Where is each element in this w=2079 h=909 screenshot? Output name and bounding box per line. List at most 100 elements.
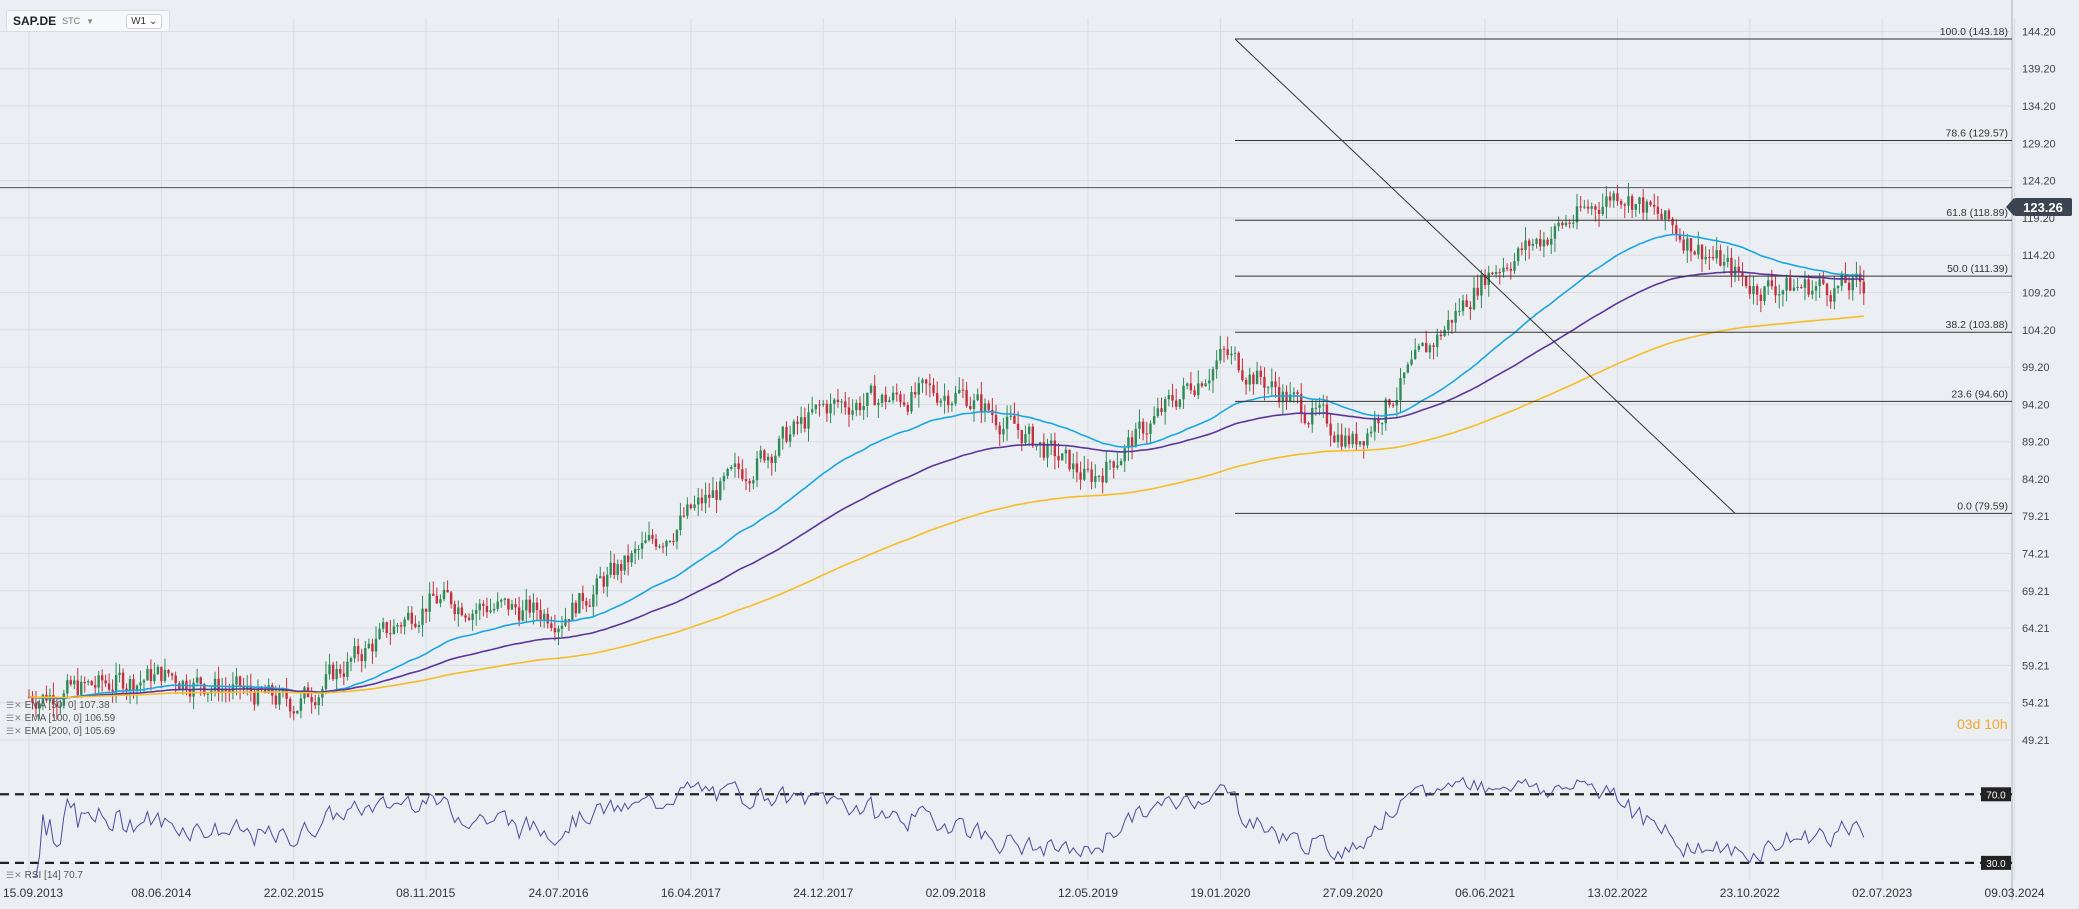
candle-body bbox=[574, 602, 578, 614]
time-tick-label: 27.09.2020 bbox=[1323, 886, 1383, 900]
candle-body bbox=[1303, 413, 1307, 424]
candle-body bbox=[514, 604, 517, 608]
settings-icon[interactable]: ☰✕ bbox=[6, 713, 22, 723]
candle-body bbox=[1119, 461, 1123, 466]
candle-body bbox=[539, 609, 542, 620]
candle-body bbox=[1531, 243, 1535, 246]
candle-body bbox=[231, 684, 235, 693]
candle-body bbox=[31, 697, 34, 703]
candle-body bbox=[521, 610, 524, 621]
candle-body bbox=[983, 403, 987, 412]
candle-body bbox=[733, 463, 737, 467]
candle-body bbox=[107, 683, 111, 690]
candle-body bbox=[478, 603, 481, 611]
time-tick-label: 06.06.2021 bbox=[1455, 886, 1515, 900]
candle-body bbox=[803, 417, 807, 429]
candle-body bbox=[1344, 435, 1347, 447]
candle-body bbox=[1013, 415, 1016, 424]
candle-body bbox=[253, 691, 256, 705]
candle-body bbox=[464, 615, 467, 618]
candle-body bbox=[256, 688, 260, 705]
ema200-legend[interactable]: ☰✕ EMA [200, 0] 105.69 bbox=[6, 725, 115, 738]
candle-body bbox=[449, 592, 453, 605]
candle-body bbox=[1311, 408, 1314, 425]
candle-body bbox=[585, 600, 588, 606]
candle-body bbox=[1175, 400, 1178, 407]
candle-body bbox=[489, 610, 492, 613]
candle-body bbox=[744, 479, 748, 482]
symbol-label[interactable]: SAP.DE bbox=[13, 14, 57, 28]
rsi-level-box bbox=[1981, 787, 2011, 802]
candle-body bbox=[1472, 287, 1476, 310]
candle-body bbox=[424, 608, 428, 612]
candle-body bbox=[1439, 334, 1443, 337]
candle-body bbox=[167, 669, 170, 674]
time-tick-label: 02.07.2023 bbox=[1852, 886, 1912, 900]
candle-body bbox=[818, 404, 821, 406]
fibonacci-retracement[interactable]: 100.0 (143.18) 78.6 (129.57) 61.8 (118.89)… bbox=[1234, 26, 2012, 514]
ema50-legend[interactable]: ☰✕ EMA [50, 0] 107.38 bbox=[6, 699, 115, 712]
candle-body bbox=[715, 490, 718, 500]
candle-body bbox=[693, 504, 696, 509]
symbol-toolbar[interactable]: SAP.DE STC ▼ W1 ⌄ bbox=[6, 10, 170, 32]
candle-body bbox=[1546, 239, 1549, 245]
candle-body bbox=[1645, 201, 1649, 213]
time-tick-label: 24.12.2017 bbox=[793, 886, 853, 900]
candle-body bbox=[1733, 266, 1737, 276]
plot-background bbox=[0, 0, 2012, 745]
candle-body bbox=[737, 463, 740, 470]
candle-body bbox=[1163, 399, 1167, 412]
candle-body bbox=[1770, 280, 1774, 287]
candle-body bbox=[1138, 421, 1141, 429]
candle-body bbox=[1336, 434, 1340, 443]
settings-icon[interactable]: ☰✕ bbox=[6, 726, 22, 736]
candle-body bbox=[1711, 257, 1715, 259]
candle-body bbox=[1447, 319, 1450, 330]
candle-body bbox=[1244, 380, 1248, 385]
candle-body bbox=[726, 468, 729, 477]
candle-body bbox=[637, 548, 640, 550]
candle-body bbox=[679, 515, 682, 531]
price-tick-label: 49.21 bbox=[2022, 735, 2050, 747]
time-tick-label: 12.05.2019 bbox=[1058, 886, 1118, 900]
candle-body bbox=[1414, 349, 1417, 360]
candle-body bbox=[774, 455, 777, 463]
ema100-legend[interactable]: ☰✕ EMA [100, 0] 106.59 bbox=[6, 712, 115, 725]
time-tick-label: 09.03.2024 bbox=[1985, 886, 2045, 900]
chevron-down-icon[interactable]: ▼ bbox=[86, 16, 95, 26]
candle-body bbox=[288, 698, 292, 712]
candle-body bbox=[238, 676, 242, 687]
candle-body bbox=[1450, 319, 1454, 323]
candle-body bbox=[1487, 272, 1490, 285]
candle-body bbox=[1465, 300, 1468, 307]
candle-body bbox=[1630, 196, 1634, 210]
candle-body bbox=[474, 610, 478, 614]
candle-body bbox=[1248, 374, 1251, 385]
candle-body bbox=[1384, 399, 1387, 424]
candle-body bbox=[855, 402, 858, 411]
candle-body bbox=[1042, 442, 1046, 458]
candle-body bbox=[235, 676, 238, 685]
candle-body bbox=[1432, 345, 1435, 347]
settings-icon[interactable]: ☰✕ bbox=[6, 700, 22, 710]
rsi-legend[interactable]: ☰✕ RSI [14] 70.7 bbox=[6, 870, 83, 881]
candle-body bbox=[858, 402, 862, 411]
candle-body bbox=[1097, 475, 1101, 477]
candle-body bbox=[66, 680, 69, 694]
candle-body bbox=[553, 627, 557, 633]
candle-body bbox=[128, 679, 132, 691]
candle-body bbox=[328, 664, 331, 675]
timeframe-select[interactable]: W1 ⌄ bbox=[126, 13, 163, 29]
candle-body bbox=[1204, 383, 1207, 387]
candle-body bbox=[921, 379, 924, 384]
candle-body bbox=[1108, 461, 1112, 463]
candle-body bbox=[349, 658, 353, 662]
candle-body bbox=[496, 601, 499, 609]
candle-body bbox=[932, 384, 935, 394]
candle-body bbox=[1152, 416, 1156, 424]
price-tick-label: 94.20 bbox=[2022, 399, 2050, 411]
settings-icon[interactable]: ☰✕ bbox=[6, 870, 22, 880]
candle-body bbox=[1649, 201, 1652, 205]
candle-body bbox=[609, 562, 612, 575]
